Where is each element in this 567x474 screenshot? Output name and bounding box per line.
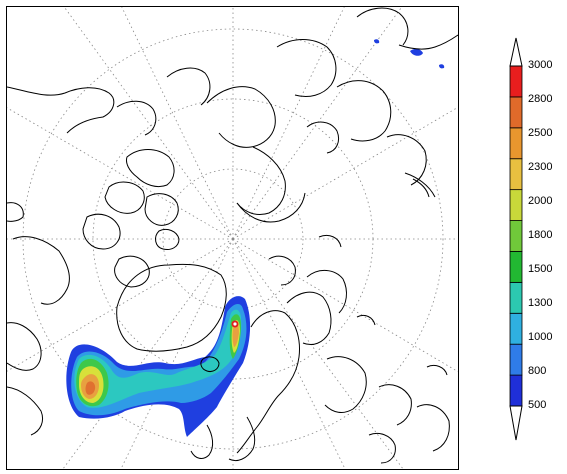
greenland-coast: [116, 263, 227, 352]
field-small-blue-patch-2: [374, 39, 380, 44]
colorbar-tick-label: 1800: [528, 229, 553, 241]
field-dark-orange-region: [85, 381, 96, 395]
colorbar-top-arrow: [509, 37, 523, 67]
colorbar-box: [509, 343, 523, 376]
colorbar-tick-label: 800: [528, 365, 547, 377]
colorbar-tick-label: 2000: [528, 195, 553, 207]
field-small-blue-patch-3: [439, 64, 445, 69]
colorbar-box: [509, 96, 523, 129]
colorbar-tick-label: 2500: [528, 127, 553, 139]
colorbar-boxes: [509, 65, 523, 407]
map-canvas: [7, 7, 458, 469]
colorbar-tick-label: 1300: [528, 297, 553, 309]
colorbar-box: [509, 189, 523, 221]
colorbar-tick-label: 500: [528, 399, 547, 411]
colorbar-box: [509, 251, 523, 283]
coastlines: [7, 7, 458, 464]
colorbar-tick-label: 1000: [528, 331, 553, 343]
colorbar-box: [509, 220, 523, 252]
field-small-blue-patch-1: [410, 48, 423, 56]
field-cyan-region: [74, 309, 242, 408]
colorbar-bottom-arrow: [509, 405, 523, 441]
graticule: [7, 7, 458, 469]
colorbar: [509, 37, 523, 441]
colorbar-tick-label: 3000: [528, 59, 553, 71]
colorbar-tick-label: 1500: [528, 263, 553, 275]
colorbar-box: [509, 65, 523, 98]
colorbar-tick-label: 2300: [528, 161, 553, 173]
colorbar-box: [509, 374, 523, 407]
colorbar-box: [509, 281, 523, 314]
colorbar-box: [509, 158, 523, 191]
data-field: [66, 39, 445, 437]
colorbar-tick-label: 2800: [528, 93, 553, 105]
polar-map: [6, 6, 459, 470]
field-orange-region: [81, 323, 239, 399]
colorbar-box: [509, 127, 523, 160]
colorbar-box: [509, 312, 523, 345]
field-peak-white: [233, 322, 237, 326]
